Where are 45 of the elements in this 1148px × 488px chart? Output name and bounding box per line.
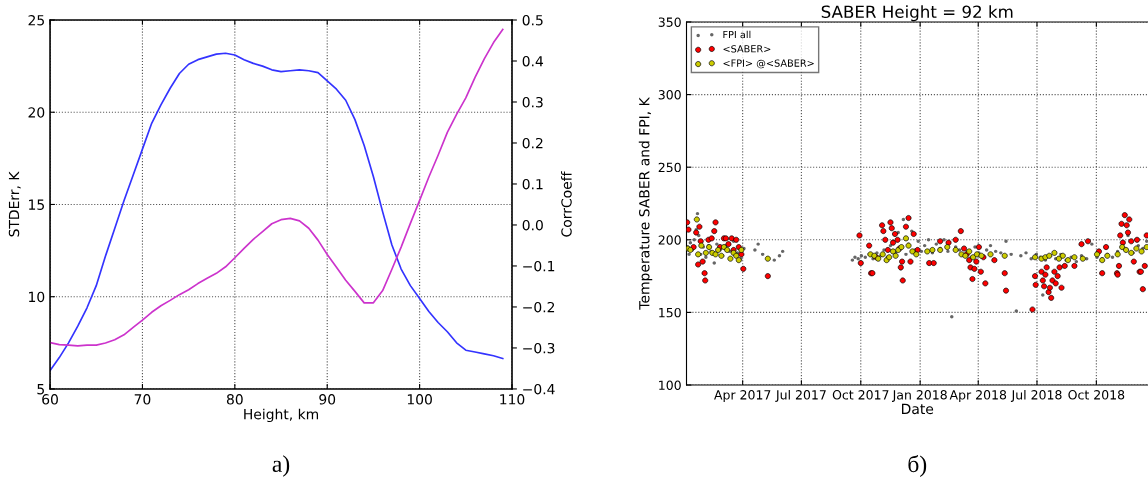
legend-label: <SABER>	[723, 45, 771, 53]
x-axis-title: Height, km	[244, 408, 319, 423]
y-tick-label: 350	[658, 17, 681, 27]
x-axis-title: Date	[902, 403, 934, 415]
x-tick-label: 100	[407, 394, 432, 405]
text: б)	[908, 455, 927, 477]
y2-tick-label: −0.4	[523, 383, 555, 395]
y-tick-label: 150	[659, 307, 681, 318]
y-tick-label: 250	[658, 162, 681, 173]
y-tick-label: 25	[28, 14, 44, 26]
legend-label: FPI all	[723, 30, 751, 39]
y2-tick-label: −0.2	[523, 301, 555, 313]
text: а)	[272, 455, 290, 477]
x-tick-label: Apr 2017	[714, 390, 771, 402]
y-tick-label: 300	[658, 90, 681, 100]
y2-tick-label: 0.0	[522, 219, 543, 231]
x-tick-label: 110	[500, 394, 525, 405]
y-tick-label: 20	[28, 107, 45, 118]
x-tick-label: Jul 2018	[1010, 389, 1062, 402]
x-tick-label: Jan 2018	[891, 390, 947, 402]
y-axis-title: Temperature SABER and FPI, K	[638, 97, 653, 310]
legend-label: <FPI> @<SABER>	[723, 59, 814, 69]
y2-tick-label: 0.5	[522, 14, 543, 26]
y-tick-label: 200	[658, 235, 681, 245]
x-tick-label: Oct 2017	[832, 390, 889, 400]
y-tick-label: 10	[29, 291, 45, 303]
y2-axis-title: CorrCoeff	[561, 171, 572, 237]
x-tick-label: Jul 2017	[775, 389, 826, 402]
x-tick-label: 60	[42, 394, 58, 405]
y2-tick-label: 0.4	[522, 55, 544, 67]
x-tick-label: 80	[226, 394, 243, 405]
y-axis-title: STDErr, K	[8, 171, 21, 237]
y2-tick-label: 0.1	[522, 178, 543, 190]
y-tick-label: 15	[29, 199, 44, 210]
chart-title: SABER Height = 92 km	[821, 5, 1013, 22]
x-tick-label: 70	[134, 394, 151, 405]
y2-tick-label: 0.2	[522, 137, 543, 149]
y2-tick-label: −0.3	[523, 342, 555, 354]
y2-tick-label: −0.1	[523, 260, 555, 272]
y-tick-label: 100	[659, 380, 681, 390]
x-tick-label: Oct 2018	[1068, 390, 1125, 400]
x-tick-label: Apr 2018	[949, 390, 1007, 402]
y2-tick-label: 0.3	[522, 96, 543, 108]
x-tick-label: 90	[319, 394, 336, 405]
y-tick-label: 5	[37, 384, 44, 395]
